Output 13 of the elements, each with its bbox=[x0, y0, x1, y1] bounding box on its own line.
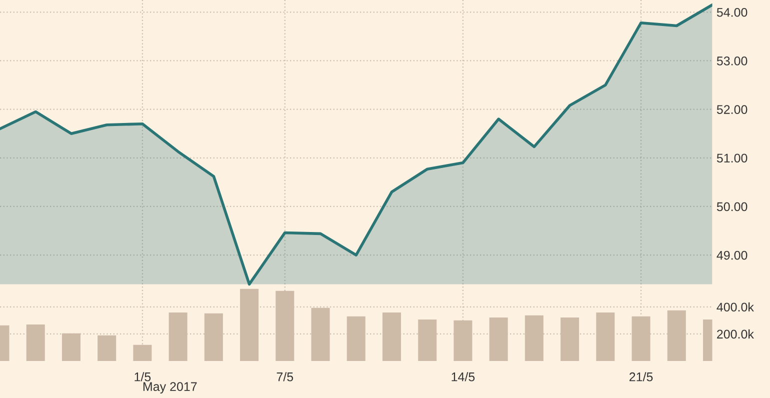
x-tick-label: 21/5 bbox=[629, 372, 653, 382]
text: May 2017 bbox=[143, 382, 197, 394]
y-tick-label: 50.00 bbox=[716, 202, 748, 212]
y-tick-label: 49.00 bbox=[716, 250, 748, 260]
y2-tick-label: 200.0k bbox=[717, 329, 754, 339]
y-tick-label: 53.00 bbox=[716, 56, 748, 66]
x-tick-label: 1/5 bbox=[134, 372, 151, 382]
y-tick-label: 54.00 bbox=[716, 8, 748, 17]
y-tick-label: 51.00 bbox=[716, 154, 748, 163]
x-tick-label: 14/5 bbox=[452, 372, 475, 382]
x-tick-label: 7/5 bbox=[276, 372, 294, 382]
y-tick-label: 52.00 bbox=[716, 105, 748, 114]
y2-tick-label: 400.0k bbox=[716, 302, 754, 312]
